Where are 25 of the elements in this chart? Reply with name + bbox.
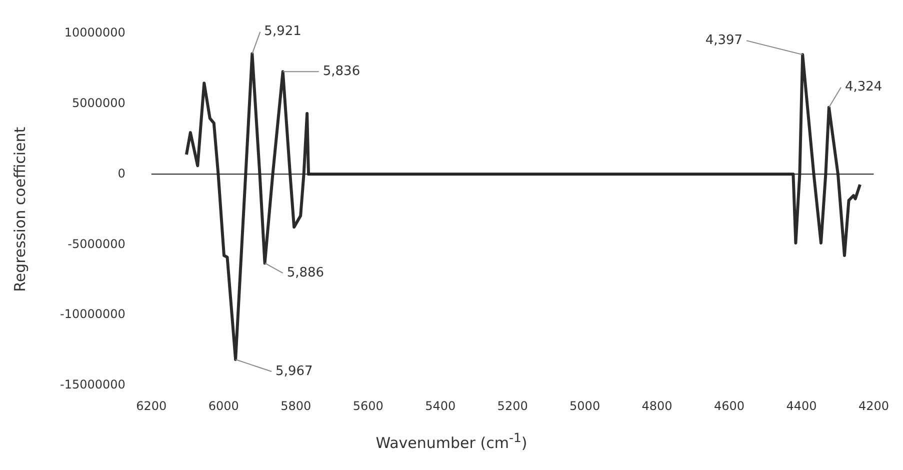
- x-tick-label: 4600: [714, 398, 745, 413]
- x-tick-label: 4800: [642, 398, 672, 413]
- x-tick-label: 5400: [425, 398, 456, 413]
- x-tick-label: 4400: [786, 398, 817, 413]
- y-tick-label: -5000000: [68, 236, 126, 251]
- x-tick-label: 4200: [858, 398, 890, 413]
- annotation: 4,324: [844, 80, 882, 95]
- y-tick-label: -10000000: [60, 307, 126, 322]
- x-tick-label: 6200: [136, 398, 167, 413]
- x-axis-title: Wavenumber (cm$^{-1}$): [374, 430, 528, 452]
- x-tick-label: 5800: [280, 398, 312, 413]
- y-axis-title: Regression coefficient: [10, 126, 29, 292]
- y-tick-label: 0: [118, 166, 126, 180]
- x-tick-label: 6000: [208, 398, 239, 413]
- y-tick-label: 10000000: [64, 25, 126, 40]
- y-tick-label: -15000000: [60, 378, 126, 392]
- annotation: 5,921: [264, 24, 302, 40]
- annotation: 4,397: [705, 33, 743, 48]
- annotation: 5,967: [276, 364, 313, 379]
- y-tick-label: 5000000: [72, 96, 126, 110]
- annotation: 5,836: [322, 64, 360, 80]
- x-tick-label: 5600: [352, 398, 384, 413]
- annotation: 5,886: [286, 265, 324, 280]
- x-tick-label: 5000: [570, 398, 600, 413]
- x-tick-label: 5200: [497, 398, 528, 413]
